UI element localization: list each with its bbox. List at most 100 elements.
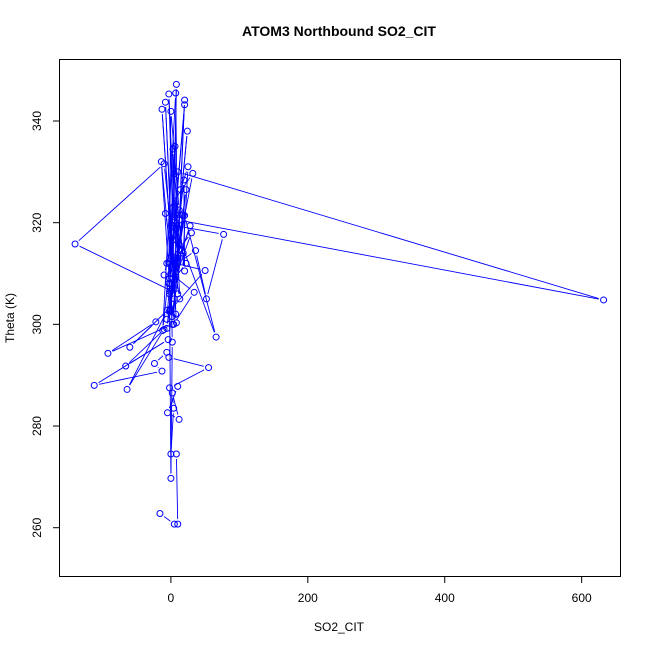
data-point [90, 381, 98, 389]
x-tick-label: 200 [298, 591, 318, 605]
series-line-segment [167, 232, 174, 259]
data-point [166, 290, 174, 298]
series-line-segment [185, 220, 216, 333]
data-point [163, 315, 171, 323]
data-point [161, 98, 169, 106]
series-line-segment [177, 225, 219, 234]
data-point [220, 230, 228, 238]
data-point [170, 217, 178, 225]
data-point [152, 318, 160, 326]
series-line-segment [99, 371, 158, 385]
data-point [166, 275, 174, 283]
data-point [176, 295, 184, 303]
data-point [203, 295, 211, 303]
data-point [180, 176, 188, 184]
data-point [104, 349, 112, 357]
series-line-segment [157, 355, 164, 361]
series-line-segment [174, 276, 191, 290]
data-point [212, 333, 220, 341]
series-line-segment [172, 153, 175, 218]
y-tick-label: 280 [30, 416, 44, 436]
data-point [168, 338, 176, 346]
data-point [189, 169, 197, 177]
y-tick-label: 320 [30, 212, 44, 232]
series-line-segment [128, 314, 166, 386]
data-point [181, 212, 189, 220]
data-point [176, 186, 184, 194]
data-point [161, 210, 169, 218]
series-line-segment [182, 172, 599, 299]
data-point [71, 240, 79, 248]
series-line-segment [171, 414, 175, 418]
data-point [182, 186, 190, 194]
data-point [166, 307, 174, 315]
data-point [160, 160, 168, 168]
plot-area [71, 80, 608, 528]
y-axis: 260 280 300 320 340 [30, 111, 60, 538]
data-point [181, 101, 189, 109]
data-point [163, 324, 171, 332]
data-point [201, 266, 209, 274]
data-point [167, 270, 175, 278]
data-point [186, 222, 194, 230]
data-point [174, 382, 182, 390]
data-point [170, 320, 178, 328]
series-line-segment [183, 171, 189, 249]
data-point [169, 270, 177, 278]
data-point [175, 415, 183, 423]
data-point [175, 206, 183, 214]
data-point [179, 249, 187, 257]
y-tick-label: 260 [30, 517, 44, 537]
series-line-segment [167, 177, 191, 210]
data-point [174, 520, 182, 528]
data-point [170, 170, 178, 178]
data-point [181, 267, 189, 275]
x-axis-label: SO2_CIT [314, 620, 365, 634]
data-point [183, 127, 191, 135]
y-tick-label: 300 [30, 314, 44, 334]
data-point [192, 247, 200, 255]
data-point [184, 163, 192, 171]
y-axis-label: Theta (K) [3, 293, 17, 343]
data-point [170, 224, 178, 232]
data-point [172, 450, 180, 458]
data-point [174, 168, 182, 176]
series-line-segment [129, 332, 161, 363]
data-point [165, 280, 173, 288]
series-line-segment [79, 245, 174, 293]
data-point [158, 105, 166, 113]
series-line-segment [157, 366, 159, 368]
series-line-segment [129, 341, 165, 364]
data-point [170, 520, 178, 528]
data-point [174, 254, 182, 262]
series-line-segment [162, 98, 176, 326]
series-line-segment [173, 358, 204, 367]
data-point [156, 509, 164, 517]
data-point [167, 450, 175, 458]
series-line-segment [180, 105, 185, 185]
series-line-segment [173, 369, 205, 386]
data-point [163, 409, 171, 417]
data-point [168, 236, 176, 244]
y-tick-label: 340 [30, 111, 44, 131]
series-line-segment [78, 166, 161, 242]
data-point [126, 343, 134, 351]
data-point [190, 288, 198, 296]
data-point [181, 96, 189, 104]
x-tick-label: 600 [572, 591, 592, 605]
series-line-segment [183, 220, 599, 300]
data-point [170, 295, 178, 303]
series-line-segment [175, 232, 185, 259]
data-point [163, 348, 171, 356]
data-point [159, 326, 167, 334]
series-line-segment [111, 324, 152, 351]
data-point [163, 259, 171, 267]
series-line-segment [207, 239, 223, 295]
series-line-segment [129, 333, 162, 386]
series-line-segment [181, 253, 192, 261]
series-line-segment [163, 516, 171, 522]
data-point [170, 404, 178, 412]
x-axis: 0 200 400 600 [168, 576, 592, 605]
series-line-segment [176, 458, 179, 520]
